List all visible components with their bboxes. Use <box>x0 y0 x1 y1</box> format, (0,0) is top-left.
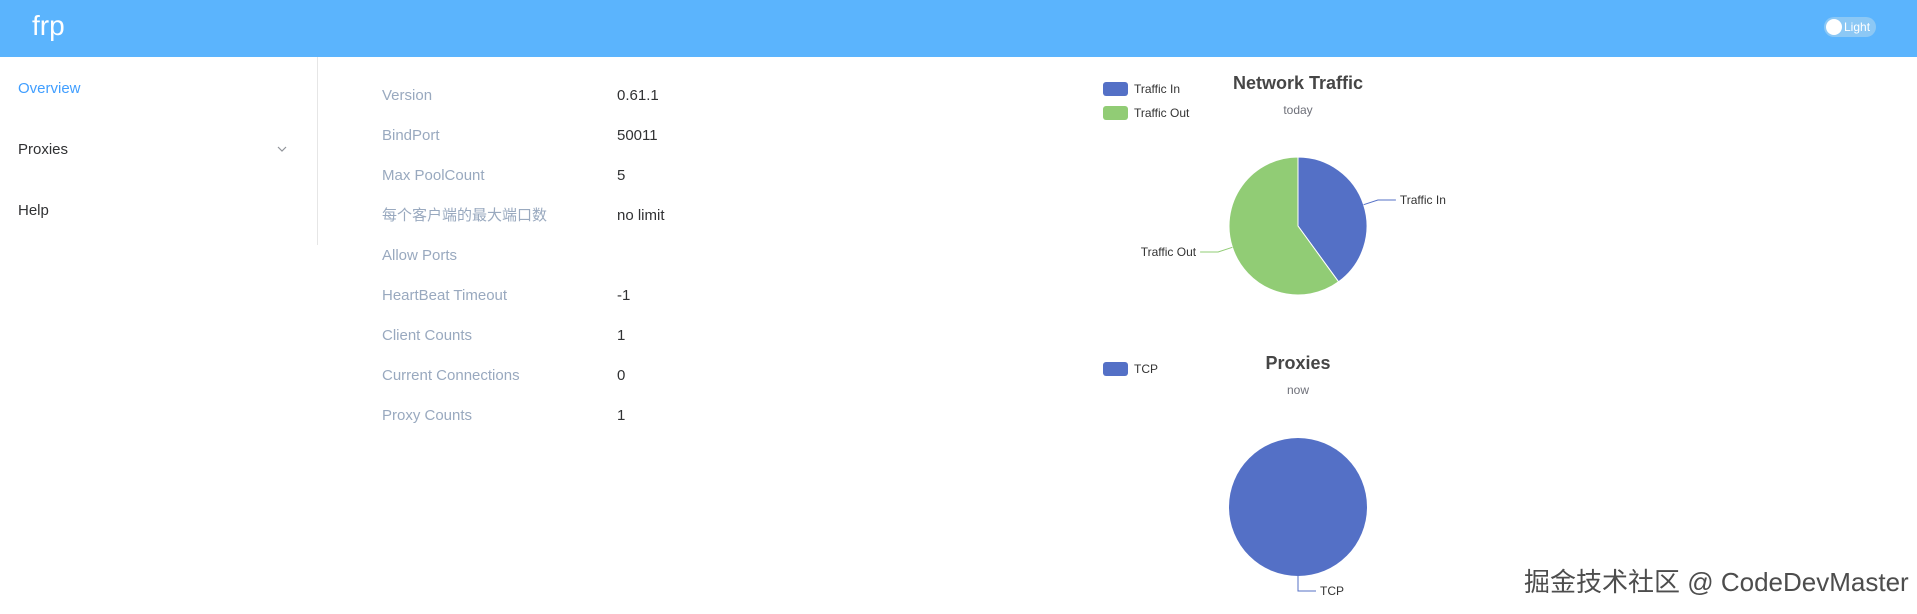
info-row-heartbeat-timeout: HeartBeat Timeout -1 <box>382 276 982 316</box>
proxies-chart: TCP Proxies now TCP <box>1090 350 1510 610</box>
info-row-proxy-counts: Proxy Counts 1 <box>382 396 982 436</box>
info-key: Max PoolCount <box>382 167 485 184</box>
sidebar-menu: Overview Proxies Help <box>0 57 318 245</box>
legend-swatch <box>1103 106 1128 120</box>
info-value: 1 <box>617 327 626 344</box>
info-value: 0.61.1 <box>617 87 659 104</box>
info-key: 每个客户端的最大端口数 <box>382 207 548 224</box>
label-leader-line <box>1297 576 1316 592</box>
legend-label: Traffic In <box>1134 82 1180 96</box>
info-row-allow-ports: Allow Ports <box>382 236 982 276</box>
legend-entry-tcp[interactable]: TCP <box>1103 362 1158 376</box>
chevron-down-icon <box>276 122 288 202</box>
info-row-client-counts: Client Counts 1 <box>382 316 982 356</box>
label-leader-line <box>1200 246 1233 253</box>
chart-title: Proxies <box>1265 353 1330 373</box>
pie-slice-traffic-in[interactable] <box>1297 156 1368 283</box>
slice-label: Traffic In <box>1400 193 1446 207</box>
pie-slice-tcp[interactable] <box>1229 438 1367 576</box>
slice-label: Traffic Out <box>1141 245 1197 259</box>
sidebar-item-label: Help <box>18 202 49 219</box>
toggle-knob-icon <box>1826 19 1842 35</box>
theme-toggle-label: Light <box>1844 20 1871 34</box>
proxies-pie: TCP Proxies now TCP <box>1103 353 1367 598</box>
sidebar-item-overview[interactable]: Overview <box>0 61 317 117</box>
info-value: 1 <box>617 407 626 424</box>
info-key: Proxy Counts <box>382 407 473 424</box>
sidebar-item-help[interactable]: Help <box>0 183 317 239</box>
network-traffic-chart: Traffic In Traffic Out Network Traffic toda… <box>1090 70 1510 310</box>
info-value: no limit <box>617 207 665 224</box>
info-key: Current Connections <box>382 367 520 384</box>
info-value: 0 <box>617 367 626 384</box>
legend-label: Traffic Out <box>1134 106 1190 120</box>
info-key: Client Counts <box>382 327 473 344</box>
legend-entry-traffic-in[interactable]: Traffic In <box>1103 82 1180 96</box>
info-value: -1 <box>617 287 631 304</box>
sidebar-item-label: Proxies <box>18 141 69 158</box>
info-key: BindPort <box>382 127 440 144</box>
watermark: 掘金技术社区 @ CodeDevMaster <box>1524 567 1909 597</box>
legend-swatch <box>1103 362 1128 376</box>
info-key: Allow Ports <box>382 247 458 264</box>
label-leader-line <box>1363 199 1396 206</box>
legend-swatch <box>1103 82 1128 96</box>
info-row-current-connections: Current Connections 0 <box>382 356 982 396</box>
info-row-bindport: BindPort 50011 <box>382 116 982 156</box>
legend-label: TCP <box>1134 362 1158 376</box>
slice-label: TCP <box>1320 584 1344 598</box>
top-header: frp Light <box>0 0 1917 57</box>
brand-logo[interactable]: frp <box>32 10 65 41</box>
info-row-max-poolcount: Max PoolCount 5 <box>382 156 982 196</box>
info-row-version: Version 0.61.1 <box>382 76 982 116</box>
info-key: HeartBeat Timeout <box>382 287 508 304</box>
sidebar-item-proxies[interactable]: Proxies <box>0 122 317 178</box>
chart-title: Network Traffic <box>1233 73 1363 93</box>
sidebar-item-label: Overview <box>18 80 81 97</box>
chart-subtitle: today <box>1283 103 1312 117</box>
info-value: 5 <box>617 167 626 184</box>
info-value: 50011 <box>617 127 658 144</box>
info-row-max-ports-per-client: 每个客户端的最大端口数 no limit <box>382 196 982 236</box>
info-key: Version <box>382 87 433 104</box>
theme-toggle[interactable]: Light <box>1824 17 1876 37</box>
chart-subtitle: now <box>1287 383 1309 397</box>
network-traffic-pie: Traffic In Traffic Out Network Traffic toda… <box>1103 73 1446 296</box>
legend-entry-traffic-out[interactable]: Traffic Out <box>1103 106 1190 120</box>
